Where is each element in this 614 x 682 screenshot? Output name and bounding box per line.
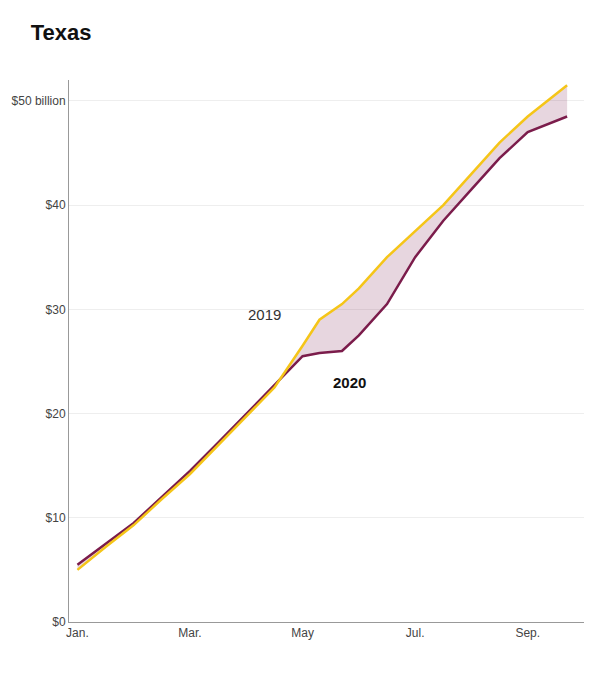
svg-text:$50 billion: $50 billion — [12, 94, 66, 108]
svg-text:May: May — [291, 626, 314, 640]
svg-text:$10: $10 — [46, 511, 66, 525]
svg-text:Jan.: Jan. — [66, 626, 89, 640]
svg-text:$0: $0 — [52, 615, 66, 629]
svg-text:$40: $40 — [46, 198, 66, 212]
svg-text:Sep.: Sep. — [515, 626, 540, 640]
svg-text:2020: 2020 — [333, 374, 366, 391]
svg-text:$30: $30 — [46, 303, 66, 317]
svg-text:2019: 2019 — [248, 306, 281, 323]
svg-text:Texas: Texas — [31, 20, 92, 45]
svg-text:Jul.: Jul. — [406, 626, 425, 640]
svg-text:Mar.: Mar. — [178, 626, 201, 640]
svg-text:$20: $20 — [46, 407, 66, 421]
